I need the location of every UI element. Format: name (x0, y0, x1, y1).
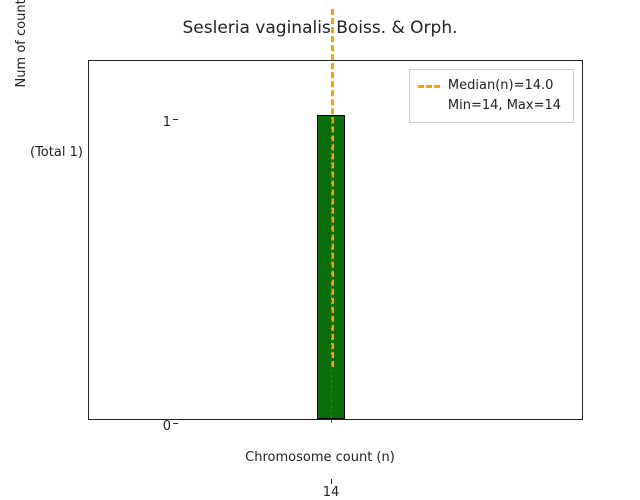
xtick-label-14: 14 (311, 485, 351, 500)
y-axis-label: Num of counts (14, 0, 29, 140)
legend-box[interactable]: Median(n)=14.0 Min=14, Max=14 (409, 69, 574, 123)
ytick-mark-0 (173, 423, 178, 424)
legend-row-median: Median(n)=14.0 (418, 76, 561, 96)
total-count-label: (Total 1) (30, 145, 83, 160)
ytick-label-1: 1 (151, 115, 171, 130)
legend-label-median: Median(n)=14.0 (448, 76, 554, 96)
x-axis-label: Chromosome count (n) (0, 450, 640, 465)
legend-row-stats: Min=14, Max=14 (418, 96, 561, 116)
legend-swatch-median (418, 85, 440, 88)
ytick-label-0: 0 (151, 419, 171, 434)
legend-label-stats: Min=14, Max=14 (448, 96, 561, 116)
ytick-mark-1 (173, 119, 178, 120)
chart-container: Sesleria vaginalis Boiss. & Orph. 0 1 14… (0, 0, 640, 480)
minmax-line[interactable] (331, 119, 332, 423)
chart-title: Sesleria vaginalis Boiss. & Orph. (0, 18, 640, 38)
plot-area: 0 1 14 Median(n)=14.0 Min=14, Max=14 (88, 60, 583, 420)
